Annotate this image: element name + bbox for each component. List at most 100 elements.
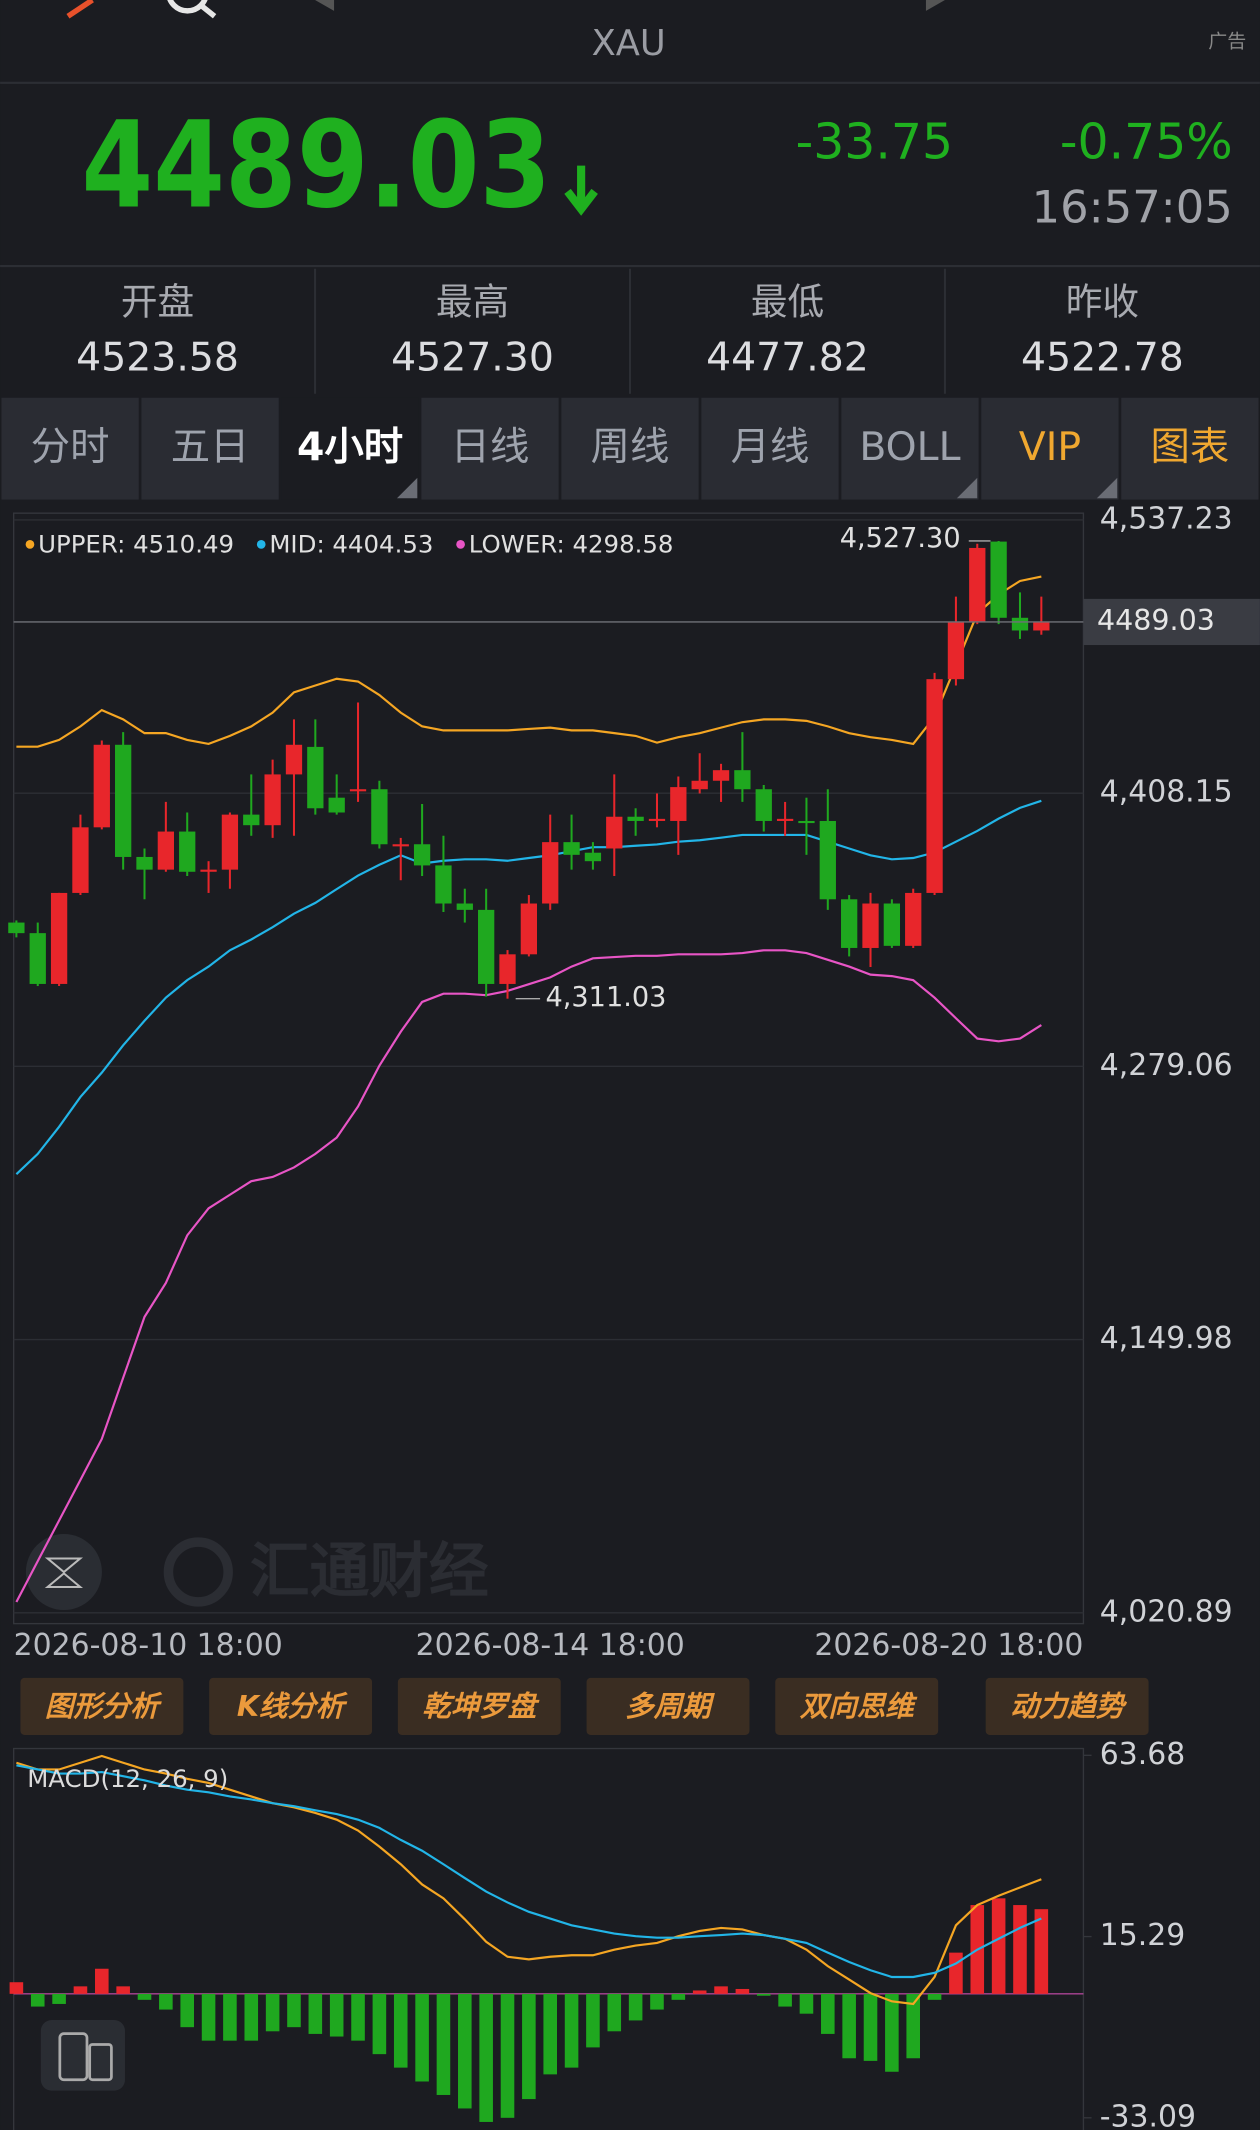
- tab[interactable]: [981, 397, 1119, 500]
- candle-body: [584, 852, 602, 862]
- macd-bar: [671, 1993, 686, 2000]
- tab-label: VIP: [1019, 424, 1081, 470]
- tool-button[interactable]: [775, 1677, 939, 1735]
- candle-body: [606, 816, 623, 849]
- tab-label: 月线: [731, 424, 810, 470]
- macd-bar: [436, 1993, 451, 2095]
- macd-bar: [522, 1993, 536, 2100]
- tool-button[interactable]: [20, 1677, 184, 1735]
- candle-body: [478, 909, 495, 984]
- candle-body: [435, 865, 452, 904]
- candle-body: [179, 831, 196, 872]
- candle-body: [798, 820, 815, 824]
- tab[interactable]: [561, 397, 699, 500]
- macd-bar: [244, 1993, 259, 2041]
- y-tick-label: 15.29: [1100, 1918, 1185, 1953]
- macd-bar: [223, 1993, 237, 2041]
- candle-body: [371, 789, 388, 845]
- boll-line: [16, 575, 1042, 748]
- macd-bar: [73, 1986, 88, 1994]
- macd-bar: [628, 1993, 643, 2021]
- macd-bar: [756, 1993, 771, 1996]
- tab[interactable]: [281, 397, 419, 500]
- stat-label: 昨收: [1066, 281, 1139, 324]
- tab-label: 4小时: [297, 424, 403, 470]
- candle-body: [50, 892, 68, 984]
- tab-corner: [956, 477, 978, 499]
- legend-dot: [256, 540, 266, 549]
- candle-body: [776, 818, 794, 821]
- last-price: 4489.03: [82, 96, 552, 235]
- stat-label: 开盘: [121, 281, 194, 324]
- y-tick-label: 4,279.06: [1100, 1048, 1233, 1083]
- candle-body: [285, 744, 303, 775]
- candle-body: [72, 827, 89, 893]
- macd-bar: [159, 1993, 173, 2010]
- low-label: 4,311.03: [546, 982, 667, 1013]
- macd-bar: [393, 1993, 408, 2068]
- macd-bar: [415, 1993, 429, 2082]
- macd-bar: [180, 1993, 194, 2028]
- candle-body: [542, 842, 559, 904]
- tool-label: 双向思维: [800, 1690, 919, 1723]
- candle-body: [392, 844, 409, 847]
- macd-bar: [991, 1898, 1006, 1994]
- candle-body: [200, 869, 217, 872]
- stat-value: 4522.78: [1021, 334, 1184, 380]
- y-tick-label: 4,020.89: [1100, 1594, 1233, 1629]
- back-icon[interactable]: [66, 0, 94, 19]
- y-tick-label: -33.09: [1100, 2099, 1196, 2130]
- candle-body: [563, 842, 580, 855]
- candle-body: [926, 679, 943, 893]
- price-change: -33.75: [796, 113, 954, 170]
- candle-body: [328, 797, 345, 813]
- prev-icon[interactable]: [315, 0, 335, 11]
- down-arrow: [564, 165, 598, 216]
- candle-body: [947, 622, 965, 680]
- macd-bar: [650, 1993, 664, 2010]
- tab[interactable]: [1121, 397, 1259, 500]
- candle-body: [157, 831, 175, 870]
- stat-value: 4477.82: [706, 334, 869, 380]
- stat-label: 最低: [751, 281, 824, 324]
- tool-button[interactable]: [397, 1677, 561, 1735]
- watermark: 汇通财经: [250, 1537, 489, 1606]
- tab[interactable]: [421, 397, 559, 500]
- tab[interactable]: [141, 397, 279, 500]
- search-icon[interactable]: [167, 0, 208, 14]
- candle-body: [349, 789, 367, 792]
- candlestick-chart: 4,537.23 4,408.15 4,279.06 4,149.98 4,020.89…: [8, 501, 1260, 1663]
- macd-bar: [52, 1993, 66, 2004]
- tool-label: 图形分析: [45, 1690, 163, 1723]
- macd-bar: [201, 1993, 216, 2041]
- last-price-tag-label: 4489.03: [1097, 604, 1215, 637]
- candle-body: [115, 744, 132, 857]
- macd-bar: [885, 1993, 899, 2072]
- stat-value: 4527.30: [391, 334, 554, 380]
- tool-button[interactable]: [209, 1677, 373, 1735]
- tab[interactable]: [701, 397, 839, 500]
- macd-bar: [500, 1993, 515, 2118]
- tab-label: 日线: [451, 424, 530, 470]
- macd-bar: [906, 1993, 921, 2059]
- macd-bar: [116, 1986, 130, 1994]
- tab-bar: 分时 五日 4小时 日线 周线 月线 BOLL VIP 图表: [1, 397, 1259, 500]
- macd-bar: [842, 1993, 856, 2059]
- collapse-icon: [44, 1557, 84, 1588]
- macd-bar: [714, 1986, 728, 1994]
- tool-button[interactable]: [985, 1677, 1149, 1735]
- tab[interactable]: [841, 397, 979, 500]
- macd-bar: [458, 1993, 472, 2109]
- legend-dot: [25, 540, 35, 549]
- x-tick-label: 2026-08-20 18:00: [814, 1628, 1083, 1663]
- candle-body: [29, 933, 46, 984]
- next-icon[interactable]: [925, 0, 945, 11]
- macd-bar: [692, 1990, 707, 1994]
- high-label: 4,527.30: [840, 523, 961, 554]
- rotate-button[interactable]: [40, 2020, 125, 2091]
- tab[interactable]: [1, 397, 139, 500]
- tool-button[interactable]: [586, 1677, 750, 1735]
- tool-label: K线分析: [237, 1690, 348, 1723]
- x-tick-label: 2026-08-14 18:00: [416, 1628, 685, 1663]
